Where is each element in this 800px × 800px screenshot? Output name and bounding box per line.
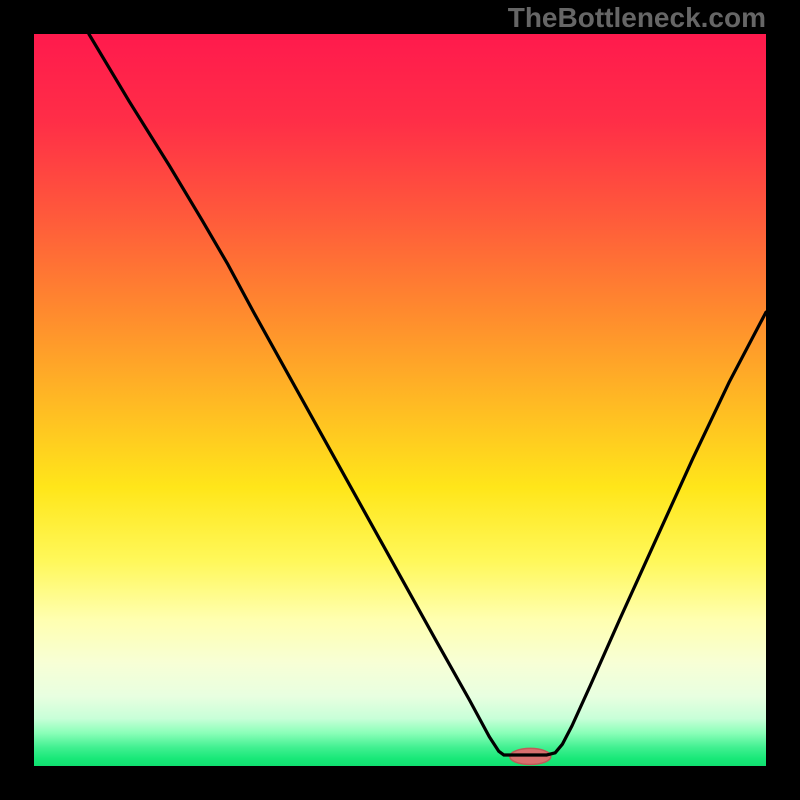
plot-area	[34, 34, 766, 766]
watermark-label: TheBottleneck.com	[508, 2, 766, 34]
gradient-background	[34, 34, 766, 766]
plot-svg	[34, 34, 766, 766]
